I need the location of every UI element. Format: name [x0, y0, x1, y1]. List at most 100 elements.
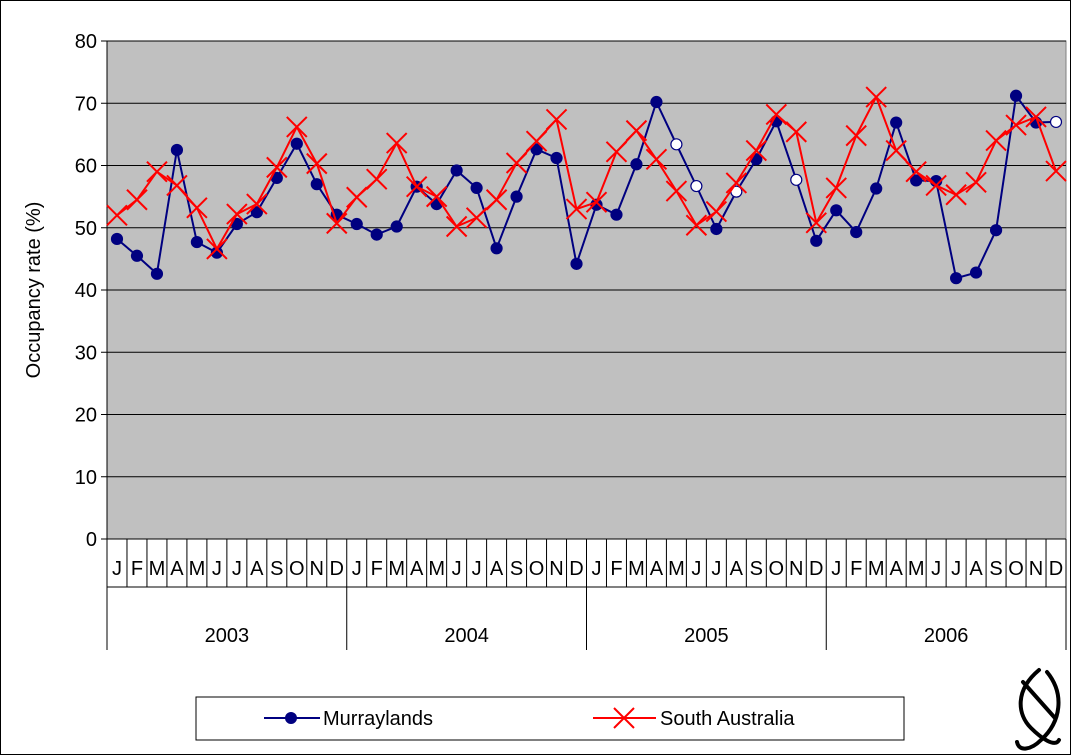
murraylands-point — [370, 228, 383, 241]
y-tick-label: 60 — [75, 156, 97, 178]
south-australia-point — [326, 212, 348, 235]
south-australia-point — [525, 130, 548, 152]
legend-murraylands-marker — [285, 712, 297, 724]
south-australia-point — [1045, 160, 1067, 182]
month-tick-label: A — [490, 558, 504, 580]
murraylands-point — [850, 226, 863, 239]
month-tick-label: J — [472, 558, 482, 580]
south-australia-point — [905, 161, 927, 183]
south-australia-point — [286, 116, 308, 138]
south-australia-point — [1005, 114, 1027, 136]
south-australia-point — [625, 119, 648, 142]
south-australia-point — [785, 121, 807, 143]
south-australia-point — [146, 161, 168, 183]
month-tick-label: F — [371, 558, 383, 580]
murraylands-point — [390, 220, 403, 233]
y-tick-label: 20 — [75, 405, 97, 427]
murraylands-point — [170, 143, 184, 157]
south-australia-point — [845, 124, 867, 147]
y-tick-label: 50 — [75, 218, 97, 240]
murraylands-point — [510, 190, 523, 203]
month-tick-label: M — [908, 558, 925, 580]
murraylands-point — [650, 95, 663, 109]
month-tick-label: N — [310, 558, 324, 580]
murraylands-point — [550, 151, 563, 165]
south-australia-point — [825, 177, 847, 199]
murraylands-point — [810, 234, 823, 247]
murraylands-point — [1009, 89, 1023, 102]
south-australia-point — [126, 189, 148, 211]
south-australia-point — [385, 132, 408, 154]
month-tick-label: J — [691, 558, 701, 580]
murraylands-point — [630, 158, 643, 171]
south-australia-point — [346, 186, 368, 208]
y-tick-label: 80 — [75, 31, 97, 53]
month-tick-label: D — [1049, 558, 1063, 580]
month-tick-label: F — [610, 558, 622, 580]
month-tick-label: N — [549, 558, 563, 580]
south-australia-point — [206, 238, 228, 260]
murraylands-point — [530, 143, 543, 156]
month-tick-label: M — [628, 558, 645, 580]
month-tick-label: J — [212, 558, 222, 580]
y-tick-label: 40 — [75, 280, 97, 302]
month-tick-label: M — [189, 558, 206, 580]
south-australia-point — [805, 212, 827, 234]
series — [106, 86, 1067, 285]
murraylands-point — [490, 242, 503, 255]
murraylands-point — [130, 249, 144, 262]
south-australia-point — [585, 191, 608, 213]
month-tick-label: A — [250, 558, 264, 580]
month-tick-label: A — [730, 558, 744, 580]
month-tick-label: D — [809, 558, 823, 580]
murraylands-point — [870, 182, 883, 195]
south-australia-point — [945, 184, 967, 206]
month-tick-label: A — [969, 558, 983, 580]
murraylands-point — [290, 137, 303, 150]
south-australia-point — [885, 139, 907, 162]
month-tick-label: M — [149, 558, 166, 580]
month-tick-label: J — [831, 558, 841, 580]
month-tick-label: J — [931, 558, 941, 580]
gridlines — [107, 40, 1066, 478]
south-australia-point — [765, 103, 788, 126]
month-tick-label: J — [452, 558, 462, 580]
month-tick-label: N — [789, 558, 803, 580]
month-tick-label: J — [951, 558, 961, 580]
murraylands-point — [969, 266, 983, 279]
month-tick-label: M — [428, 558, 445, 580]
legend-south-australia-label: South Australia — [660, 708, 795, 730]
y-axis-label: Occupancy rate (%) — [23, 202, 45, 379]
murraylands-point — [950, 272, 963, 285]
south-australia-point — [445, 215, 468, 238]
month-tick-label: A — [410, 558, 424, 580]
year-label: 2004 — [444, 625, 489, 647]
murraylands-line — [116, 94, 1057, 280]
south-australia-point — [226, 203, 248, 225]
month-tick-label: J — [112, 558, 122, 580]
month-tick-label: S — [989, 558, 1002, 580]
murraylands-point — [910, 174, 923, 187]
month-tick-label: A — [650, 558, 664, 580]
south-australia-point — [306, 152, 328, 175]
south-australia-point — [565, 198, 588, 220]
south-australia-point — [865, 86, 887, 108]
month-tick-label: M — [388, 558, 405, 580]
murraylands-point — [310, 178, 323, 191]
murraylands-point — [190, 235, 204, 249]
south-australia-point — [405, 175, 428, 198]
murraylands-point — [110, 232, 124, 246]
murraylands-point — [670, 138, 683, 151]
murraylands-point — [890, 116, 903, 129]
south-australia-point — [925, 174, 947, 197]
south-australia-point — [545, 108, 568, 131]
month-tick-label: S — [270, 558, 283, 580]
murraylands-point — [989, 224, 1003, 237]
month-tick-label: D — [330, 558, 344, 580]
month-tick-label: N — [1029, 558, 1043, 580]
month-tick-label: D — [569, 558, 583, 580]
south-australia-point — [106, 204, 128, 227]
south-australia-point — [1025, 106, 1047, 128]
